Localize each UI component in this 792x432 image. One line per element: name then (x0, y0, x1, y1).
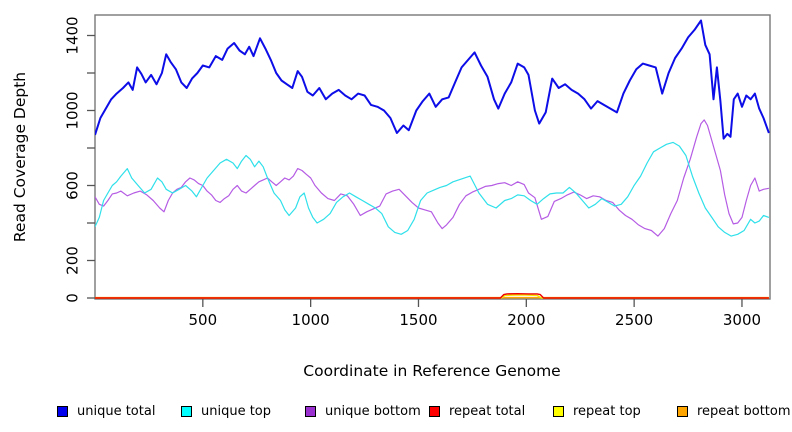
series-line-repeat-total (95, 293, 769, 299)
series-line-unique-bottom (95, 119, 770, 237)
coverage-plot: 500 1000 1500 2000 2500 3000 0 200 600 1000 1400 C… (11, 14, 771, 380)
series-line-unique-total (95, 19, 770, 140)
legend-item-unique-top: unique top (181, 404, 305, 419)
legend-label: repeat bottom (697, 403, 791, 419)
legend-item-unique-total: unique total (57, 404, 181, 419)
series-line-unique-top (95, 141, 770, 237)
legend-item-unique-bottom: unique bottom (305, 404, 429, 419)
unique-bottom-swatch-icon (305, 405, 316, 417)
y-tick-label: 1000 (63, 91, 81, 129)
legend-item-repeat-bottom: repeat bottom (677, 404, 792, 419)
legend-label: repeat top (573, 403, 641, 419)
legend-label: unique bottom (325, 403, 421, 419)
legend-label: repeat total (449, 403, 526, 419)
x-tick-label: 3000 (723, 311, 761, 329)
y-axis-title: Read Coverage Depth (11, 72, 29, 242)
axis-ticks: 500 1000 1500 2000 2500 3000 0 200 600 1000 1400 (63, 16, 761, 329)
x-axis-title: Coordinate in Reference Genome (303, 362, 560, 380)
x-tick-label: 1500 (399, 311, 437, 329)
repeat-total-swatch-icon (429, 405, 440, 417)
repeat-top-swatch-icon (553, 405, 564, 417)
plot-box (94, 14, 771, 300)
repeat-bottom-swatch-icon (677, 405, 688, 417)
y-tick-label: 1400 (63, 16, 81, 54)
y-tick-label: 600 (63, 171, 81, 200)
series-lines (95, 19, 770, 299)
unique-top-swatch-icon (181, 405, 192, 417)
series-line-repeat-top (95, 294, 769, 299)
legend-item-repeat-top: repeat top (553, 404, 677, 419)
legend: unique total unique top unique bottom repea… (0, 396, 792, 426)
x-tick-label: 2000 (507, 311, 545, 329)
legend-label: unique top (201, 403, 272, 419)
legend-label: unique total (77, 403, 156, 419)
legend-item-repeat-total: repeat total (429, 404, 553, 419)
plot-border (94, 14, 771, 300)
x-tick-label: 1000 (292, 311, 330, 329)
x-tick-label: 2500 (615, 311, 653, 329)
y-tick-label: 0 (63, 293, 81, 303)
x-tick-label: 500 (189, 311, 218, 329)
unique-total-swatch-icon (57, 405, 68, 417)
y-tick-label: 200 (63, 246, 81, 275)
